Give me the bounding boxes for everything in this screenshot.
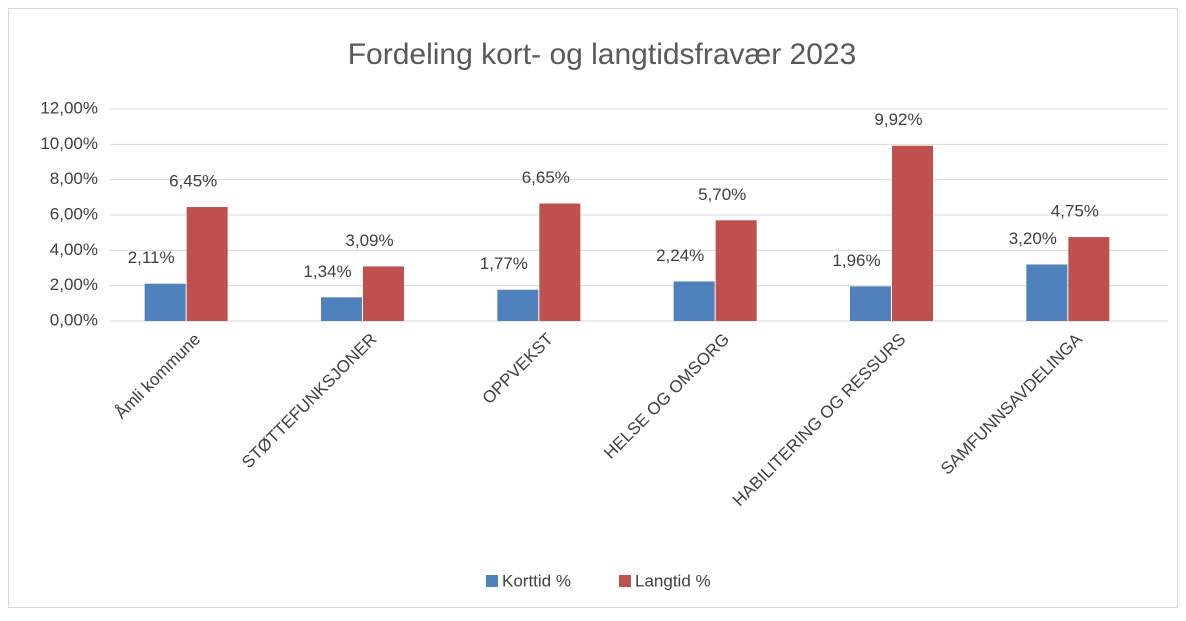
bar [321, 297, 362, 321]
bar [673, 281, 715, 321]
data-label: 3,20% [1009, 229, 1057, 248]
data-label: 2,11% [128, 248, 175, 267]
data-label: 4,75% [1051, 202, 1099, 221]
data-label: 1,77% [480, 254, 528, 273]
data-label: 2,24% [656, 246, 704, 265]
data-label: 6,65% [522, 168, 570, 187]
bar [186, 207, 228, 321]
bar [1068, 237, 1110, 321]
bar [363, 266, 404, 321]
y-tick-label: 4,00% [50, 240, 98, 259]
bar [497, 289, 539, 321]
data-label: 1,34% [303, 262, 351, 281]
bar [850, 286, 891, 321]
y-tick-label: 10,00% [40, 134, 98, 153]
data-label: 3,09% [345, 231, 393, 250]
bar [715, 220, 757, 321]
data-label: 5,70% [698, 185, 746, 204]
y-tick-label: 12,00% [40, 98, 98, 117]
bar [892, 145, 933, 321]
legend-label: Langtid % [635, 571, 711, 590]
legend-swatch [486, 575, 498, 587]
data-label: 1,96% [832, 251, 880, 270]
data-label: 6,45% [169, 172, 217, 191]
bar [144, 283, 186, 321]
data-label: 9,92% [874, 110, 922, 129]
chart-title: Fordeling kort- og langtidsfravær 2023 [348, 38, 857, 71]
bar [539, 203, 581, 321]
y-tick-label: 2,00% [50, 275, 98, 294]
y-tick-label: 6,00% [50, 204, 98, 223]
legend-label: Korttid % [502, 571, 571, 590]
y-tick-label: 8,00% [50, 169, 98, 188]
legend-swatch [619, 575, 631, 587]
bar [1026, 264, 1068, 321]
y-tick-label: 0,00% [50, 310, 98, 329]
